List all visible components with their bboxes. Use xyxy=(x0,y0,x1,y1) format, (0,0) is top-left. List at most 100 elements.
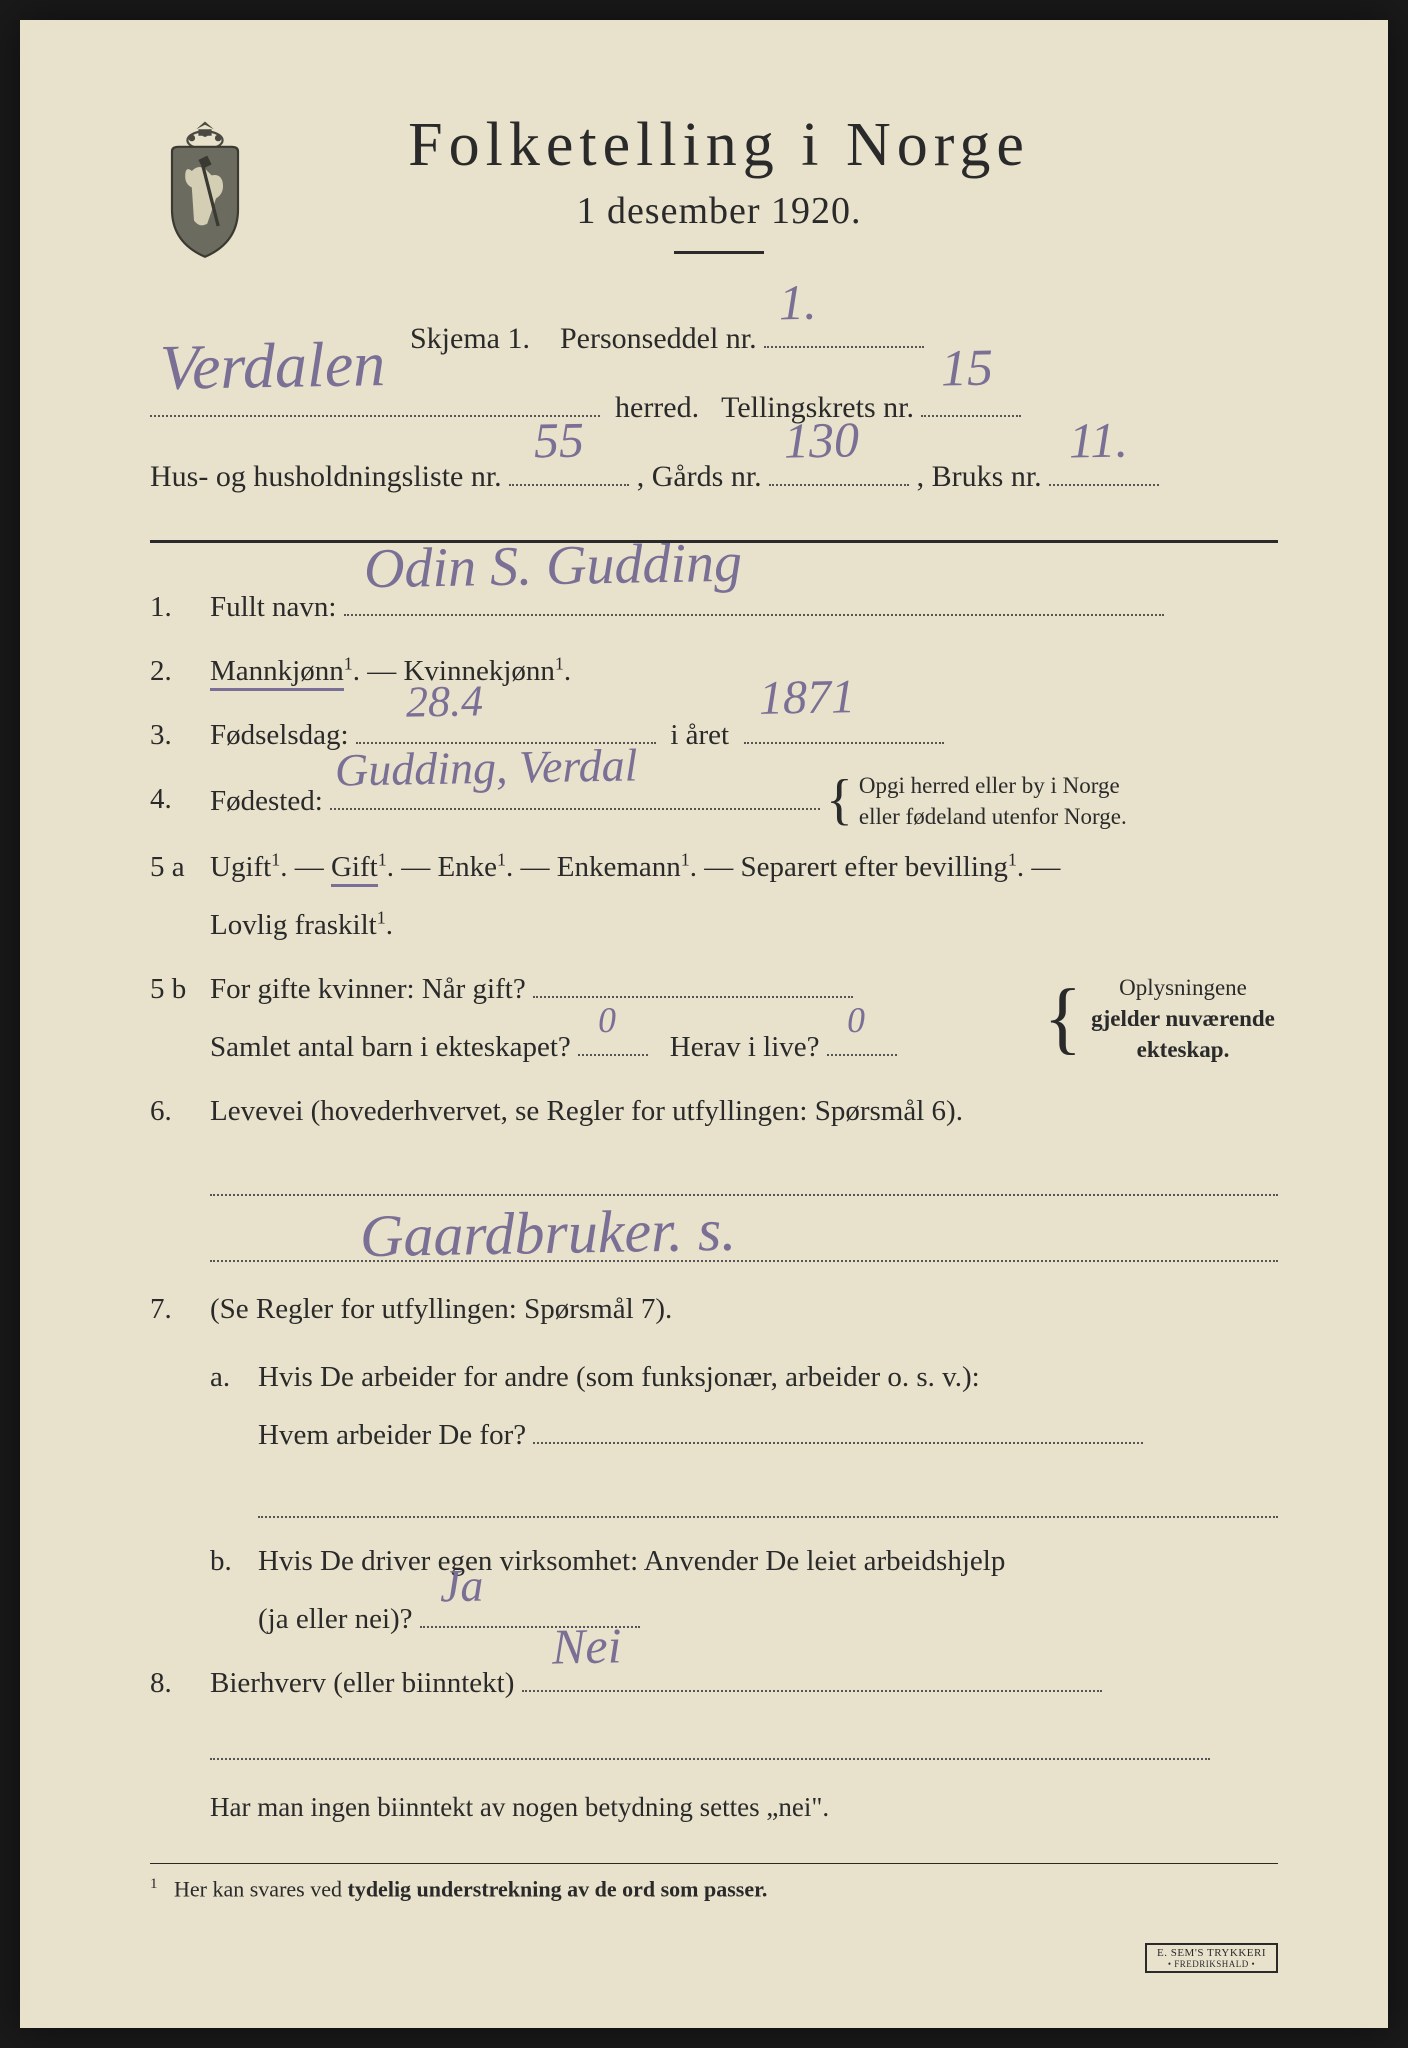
header: Folketelling i Norge 1 desember 1920. xyxy=(150,110,1278,260)
gards-field: 130 xyxy=(769,456,909,486)
q3-label: Fødselsdag: xyxy=(210,719,349,751)
gards-label: , Gårds nr. xyxy=(637,460,762,493)
q5a-enke: Enke xyxy=(437,851,497,883)
q8-body: Bierhverv (eller biinntekt) Nei xyxy=(210,1654,1278,1712)
q1-label: Fullt navn: xyxy=(210,591,336,623)
q7b: b. Hvis De driver egen virksomhet: Anven… xyxy=(210,1532,1278,1648)
q4-note-l1: Opgi herred eller by i Norge xyxy=(859,770,1127,801)
tellingskrets-value: 15 xyxy=(941,320,995,420)
footnote-rule xyxy=(150,1863,1278,1864)
q8-label: Bierhverv (eller biinntekt) xyxy=(210,1667,514,1699)
personseddel-label: Personseddel nr. xyxy=(560,322,757,355)
q7b-value: Ja xyxy=(439,1540,484,1633)
printer-mark: E. SEM'S TRYKKERI • FREDRIKSHALD • xyxy=(1145,1943,1278,1973)
q5b-note-l3: ekteskap. xyxy=(1088,1034,1278,1065)
husliste-line: Hus- og husholdningsliste nr. 55 , Gårds… xyxy=(150,448,1278,505)
q6: 6. Levevei (hovederhvervet, se Regler fo… xyxy=(150,1082,1278,1140)
q5b-live-field: 0 xyxy=(827,1027,897,1056)
q8-field: Nei xyxy=(522,1663,1102,1692)
q5a-num: 5 a xyxy=(150,838,210,954)
q7a-l1: Hvis De arbeider for andre (som funksjon… xyxy=(258,1361,980,1393)
brace-icon: { xyxy=(826,784,853,818)
q5a-enkemann: Enkemann xyxy=(557,851,681,883)
husliste-label: Hus- og husholdningsliste nr. xyxy=(150,460,502,493)
main-title: Folketelling i Norge xyxy=(300,110,1138,181)
q7b-l1: Hvis De driver egen virksomhet: Anvender… xyxy=(258,1545,1005,1577)
q8: 8. Bierhverv (eller biinntekt) Nei xyxy=(150,1654,1278,1712)
q1-body: Fullt navn: Odin S. Gudding xyxy=(210,578,1278,636)
hint: Har man ingen biinntekt av nogen betydni… xyxy=(150,1782,1278,1833)
q7b-l2: (ja eller nei)? xyxy=(258,1603,413,1635)
q7b-label: b. xyxy=(210,1532,258,1648)
q5b-num: 5 b xyxy=(150,960,210,1076)
q4-field: Gudding, Verdal xyxy=(330,781,820,810)
q6-line2: Gaardbruker. s. xyxy=(210,1214,1278,1262)
husliste-value: 55 xyxy=(533,393,585,489)
q6-lines: Gaardbruker. s. xyxy=(210,1148,1278,1262)
q5b-barn-field: 0 xyxy=(578,1027,648,1056)
q4-value: Gudding, Verdal xyxy=(334,719,638,816)
q7a-l2: Hvem arbeider De for? xyxy=(258,1419,526,1451)
q7-num: 7. xyxy=(150,1280,210,1648)
q5a-fraskilt: Lovlig fraskilt xyxy=(210,909,377,941)
q5a-ugift: Ugift xyxy=(210,851,271,883)
q3-num: 3. xyxy=(150,706,210,764)
herred-label: herred. xyxy=(615,391,699,424)
q3-year-field: 1871 xyxy=(744,715,944,744)
q2-body: Mannkjønn1. — Kvinnekjønn1. xyxy=(210,642,1278,700)
q5b-barn-value: 0 xyxy=(597,984,616,1056)
q2-mann: Mannkjønn xyxy=(210,655,344,691)
footnote-num: 1 xyxy=(150,1876,158,1892)
q2: 2. Mannkjønn1. — Kvinnekjønn1. xyxy=(150,642,1278,700)
q7-label: (Se Regler for utfyllingen: Spørsmål 7). xyxy=(210,1293,672,1325)
q3: 3. Fødselsdag: 28.4 i året 1871 xyxy=(150,706,1278,764)
q6-num: 6. xyxy=(150,1082,210,1140)
husliste-field: 55 xyxy=(509,456,629,486)
q5b-l1: For gifte kvinner: Når gift? xyxy=(210,973,526,1005)
q7a-field2 xyxy=(258,1478,1278,1518)
q3-mid: i året xyxy=(670,719,729,751)
q1-value: Odin S. Gudding xyxy=(363,507,743,626)
q5b-note: Oplysningene gjelder nuværende ekteskap. xyxy=(1088,972,1278,1065)
printer-l1: E. SEM'S TRYKKERI xyxy=(1157,1947,1266,1959)
q5b-gift-field xyxy=(533,969,853,998)
q7a: a. Hvis De arbeider for andre (som funks… xyxy=(210,1348,1278,1518)
q4: 4. Fødested: Gudding, Verdal { Opgi herr… xyxy=(150,770,1278,832)
q6-line1 xyxy=(210,1148,1278,1196)
q7: 7. (Se Regler for utfyllingen: Spørsmål … xyxy=(150,1280,1278,1648)
q5b-note-l1: Oplysningene xyxy=(1088,972,1278,1003)
q8-value: Nei xyxy=(551,1595,622,1696)
footnote-text: Her kan svares ved tydelig understreknin… xyxy=(174,1877,767,1902)
q5a-body: Ugift1. — Gift1. — Enke1. — Enkemann1. —… xyxy=(210,838,1278,954)
q5b-live-value: 0 xyxy=(846,984,865,1056)
subtitle: 1 desember 1920. xyxy=(300,189,1138,233)
q4-note-l2: eller fødeland utenfor Norge. xyxy=(859,801,1127,832)
title-block: Folketelling i Norge 1 desember 1920. xyxy=(300,110,1278,254)
q7a-field xyxy=(533,1415,1143,1444)
q6-value: Gaardbruker. s. xyxy=(359,1196,736,1272)
personseddel-field: 1. xyxy=(764,318,924,348)
q6-label: Levevei (hovederhvervet, se Regler for u… xyxy=(210,1095,963,1127)
q4-num: 4. xyxy=(150,770,210,832)
form-identifiers: Skjema 1. Personseddel nr. 1. Verdalen h… xyxy=(150,310,1278,505)
bruks-label: , Bruks nr. xyxy=(917,460,1042,493)
q6-body: Levevei (hovederhvervet, se Regler for u… xyxy=(210,1082,1278,1140)
q1: 1. Fullt navn: Odin S. Gudding xyxy=(150,578,1278,636)
q8-num: 8. xyxy=(150,1654,210,1712)
census-form-page: Folketelling i Norge 1 desember 1920. Sk… xyxy=(20,20,1388,2028)
q4-body: Fødested: Gudding, Verdal { Opgi herred … xyxy=(210,770,1278,832)
q4-note: Opgi herred eller by i Norge eller fødel… xyxy=(859,770,1127,832)
q5a-separert: Separert efter bevilling xyxy=(741,851,1008,883)
q5b: 5 b For gifte kvinner: Når gift? Samlet … xyxy=(150,960,1278,1076)
q5b-note-l2: gjelder nuværende xyxy=(1088,1003,1278,1034)
brace-icon: { xyxy=(1044,994,1082,1042)
schema-label: Skjema 1. xyxy=(410,322,530,355)
personseddel-value: 1. xyxy=(778,255,817,351)
tellingskrets-field: 15 xyxy=(921,387,1021,417)
q5b-l2b: Herav i live? xyxy=(670,1031,820,1063)
q2-num: 2. xyxy=(150,642,210,700)
herred-value: Verdalen xyxy=(159,303,386,429)
footnote: 1 Her kan svares ved tydelig understrekn… xyxy=(150,1876,1278,1902)
q5a-gift: Gift xyxy=(331,851,378,887)
title-rule xyxy=(674,251,764,254)
